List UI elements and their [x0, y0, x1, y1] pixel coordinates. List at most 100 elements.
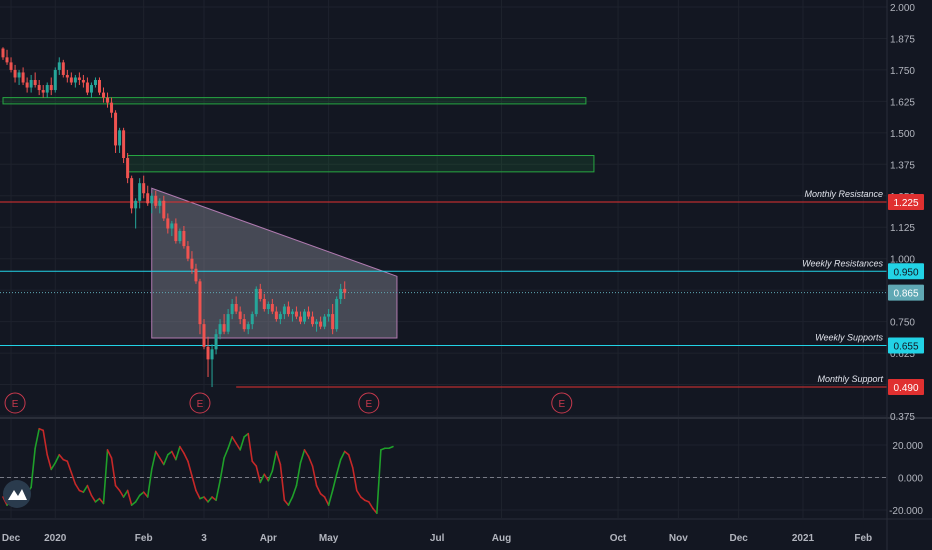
oscillator-segment [94, 497, 101, 503]
price-tick-label: 1.750 [890, 66, 915, 77]
candle-body [298, 316, 302, 322]
oscillator-segment [66, 460, 73, 474]
oscillator-segment [50, 462, 57, 471]
logo-mountain-icon [8, 489, 27, 500]
price-tag-label: 0.865 [893, 289, 918, 300]
oscillator-segment [30, 447, 36, 489]
price-tick-label: 0.375 [890, 412, 915, 423]
oscillator-segment [291, 484, 298, 498]
oscillator-segment [54, 453, 61, 464]
candle-body [25, 82, 29, 88]
candle-body [13, 69, 17, 78]
price-tag-label: 0.490 [893, 383, 918, 394]
earnings-marker-circle[interactable] [4, 392, 26, 414]
candle-body [323, 316, 327, 327]
oscillator-segment [239, 436, 245, 451]
time-tick-label: 3 [201, 533, 207, 544]
time-tick-label: Feb [135, 533, 153, 544]
oscillator-segment [299, 449, 306, 464]
candles [1, 47, 347, 388]
oscillator-segment [195, 489, 201, 500]
oscillator-segment [335, 458, 342, 476]
candle-body [278, 314, 282, 320]
earnings-marker-circle[interactable] [551, 392, 573, 414]
candle-body [190, 258, 194, 269]
oscillator-segment [130, 501, 137, 506]
candle-body [130, 178, 134, 209]
candle-body [202, 324, 206, 347]
price-tick-label: 1.000 [890, 255, 915, 266]
oscillator-segment [368, 501, 374, 510]
oscillator-segment [179, 445, 185, 454]
oscillator-segment [267, 470, 274, 482]
candle-body [158, 200, 162, 206]
candle-body [311, 316, 315, 325]
candle-body [41, 90, 45, 93]
level-label: Weekly Resistances [802, 258, 883, 268]
oscillator-segment [150, 450, 157, 471]
oscillator-segment [259, 473, 266, 484]
time-tick-label: Oct [610, 533, 627, 544]
oscillator-segment [42, 429, 49, 456]
candle-body [166, 218, 170, 229]
oscillator-segment [158, 457, 165, 466]
candle-body [33, 79, 37, 86]
time-tick-label: 2020 [44, 533, 67, 544]
candle-body [170, 223, 174, 229]
earnings-marker-label: E [12, 399, 19, 410]
candle-body [258, 288, 262, 299]
price-tag-label: 0.655 [893, 342, 918, 353]
candle-body [45, 85, 49, 93]
candle-body [1, 48, 5, 58]
earnings-marker-circle[interactable] [358, 392, 380, 414]
oscillator-segment [295, 462, 302, 487]
oscillator-segment [102, 449, 109, 505]
candle-body [335, 298, 339, 330]
candle-body [182, 231, 186, 247]
candle-body [77, 77, 81, 80]
oscillator-segment [255, 465, 262, 484]
candle-body [222, 324, 226, 332]
time-tick-label: Nov [669, 533, 688, 544]
oscillator-segment [235, 442, 241, 451]
candle-body [250, 314, 254, 325]
oscillator-segment [283, 499, 290, 506]
earnings-marker-label: E [365, 399, 372, 410]
candle-body [162, 200, 166, 219]
price-tick-label: 1.375 [890, 160, 915, 171]
earnings-marker-circle[interactable] [189, 392, 211, 414]
price-tag-box [888, 379, 924, 396]
price-tick-label: 0.625 [890, 349, 915, 360]
candle-body [5, 57, 9, 63]
oscillator-tick-label: 0.000 [898, 474, 923, 485]
candle-body [69, 77, 73, 83]
candle-body [89, 85, 93, 93]
oscillator-segment [34, 427, 40, 450]
oscillator-segment [319, 492, 326, 498]
candle-body [218, 324, 222, 335]
candle-body [294, 311, 298, 317]
oscillator-segment [307, 455, 314, 467]
candle-body [118, 130, 122, 146]
oscillator-segment [327, 489, 334, 506]
oscillator-segment [146, 468, 153, 498]
candle-body [206, 346, 210, 360]
oscillator-segment [219, 457, 225, 482]
candle-body [174, 223, 178, 242]
candle-body [194, 268, 198, 282]
price-tick-label: 2.000 [890, 3, 915, 14]
candle-body [214, 334, 218, 350]
oscillator-segment [46, 453, 53, 471]
oscillator-segment [279, 463, 286, 502]
oscillator-segment [118, 489, 125, 498]
candle-body [126, 158, 130, 179]
oscillator-tick-label: -20.000 [889, 506, 923, 517]
time-tick-label: Dec [729, 533, 748, 544]
candle-body [226, 314, 230, 332]
price-tag-box [888, 263, 924, 280]
candle-body [138, 183, 142, 201]
candle-body [142, 183, 146, 194]
